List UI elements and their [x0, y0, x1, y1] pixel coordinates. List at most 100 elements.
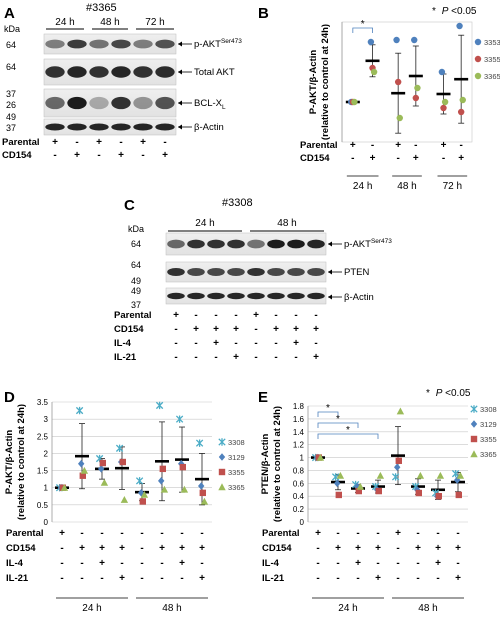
chart-d-sign-0-5: -: [160, 528, 163, 539]
chart-b-sign-1-1: +: [370, 153, 376, 164]
chart-d-sign-0-7: -: [200, 528, 203, 539]
chart-b-sign-0-3: -: [414, 140, 417, 151]
panel-c-band-1-1: [187, 268, 205, 276]
panel-b-sig-p: P: [442, 6, 449, 17]
chart-d-ytick-7: 3.5: [37, 398, 49, 407]
chart-e-sign-1-3: +: [375, 543, 381, 554]
chart-d-ytick-3: 1.5: [37, 467, 49, 476]
chart-e-sign-0-4: +: [395, 528, 401, 539]
chart-e-sign-1-0: -: [316, 543, 319, 554]
chart-d-ytick-6: 3: [44, 415, 49, 424]
chart-e-sign-2-1: -: [336, 558, 339, 569]
chart-e-point-2-2: [355, 487, 362, 495]
chart-e-sign-0-5: -: [416, 528, 419, 539]
chart-b-ylabel2: (relative to control at 24h): [320, 24, 331, 140]
chart-b-plot-frame: [341, 21, 473, 143]
panel-a-mw-4: 49: [6, 112, 16, 122]
chart-e-sign-3-6: -: [436, 573, 439, 584]
panel-a-band-3-2: [89, 123, 109, 131]
panel-c-sign-2-4: -: [254, 338, 257, 349]
chart-e-point-0-4: [391, 473, 400, 481]
panel-c-kda: kDa: [128, 224, 144, 234]
panel-c-sign-0-7: -: [314, 310, 317, 321]
chart-e-ytick-1: 0.2: [293, 505, 305, 514]
chart-b-sign-0-0: +: [350, 140, 356, 151]
chart-e-group-label-0: 24 h: [338, 603, 357, 614]
chart-b-group-label-2: 72 h: [443, 181, 462, 192]
panel-a-kda: kDa: [4, 24, 20, 34]
chart-d-point-1-5: [158, 477, 165, 485]
chart-e-sign-0-7: -: [456, 528, 459, 539]
panel-a-band-label-1: Total AKT: [194, 67, 235, 78]
panel-c-mw-2: 49: [131, 276, 141, 286]
chart-e-sig-bracket-1: [317, 422, 359, 428]
panel-c-blot-strip-1: [165, 261, 327, 283]
panel-c-band-2-3: [227, 292, 245, 300]
chart-e-legend-marker-0: [470, 405, 478, 413]
panel-c-row-label-0: Parental: [114, 310, 152, 321]
chart-b-legend-label-0: 3353: [484, 38, 500, 47]
panel-c-band-0-7: [307, 239, 325, 249]
panel-a-band-0-1: [67, 39, 87, 49]
chart-d-group-label-0: 24 h: [82, 603, 101, 614]
panel-a-band-1-2: [89, 66, 109, 78]
panel-c-time-0: 24 h: [195, 218, 214, 229]
panel-b-sig-star: *: [432, 6, 436, 17]
panel-e-letter: E: [258, 389, 268, 406]
chart-d-sign-2-5: -: [160, 558, 163, 569]
chart-d-point-0-6: [175, 415, 184, 423]
panel-c-mw-4: 37: [131, 300, 141, 310]
chart-d-sign-1-2: +: [99, 543, 105, 554]
chart-e-point-3-4: [396, 407, 405, 415]
chart-d-point-2-5: [159, 465, 166, 473]
panel-c-mw-3: 49: [131, 286, 141, 296]
chart-d-sign-2-7: -: [200, 558, 203, 569]
chart-e-ytick-8: 1.6: [293, 415, 305, 424]
chart-e-ytick-6: 1.2: [293, 441, 305, 450]
chart-d-ylabel2: (relative to control at 24h): [16, 404, 27, 520]
panel-a-band-1-1: [67, 66, 87, 78]
panel-a-row-label-0: Parental: [2, 137, 40, 148]
panel-c-band-1-2: [207, 268, 225, 276]
chart-b-point-2-4: [441, 98, 449, 106]
chart-e-sign-3-7: +: [455, 573, 461, 584]
chart-d-sign-1-5: +: [159, 543, 165, 554]
chart-e-sign-0-6: -: [436, 528, 439, 539]
chart-d-sign-0-0: +: [59, 528, 65, 539]
chart-d-sign-2-2: +: [99, 558, 105, 569]
panel-d-letter: D: [4, 389, 15, 406]
panel-c-band-labels: p-AKTSer473 PTEN β-Actin: [328, 238, 392, 303]
chart-e-point-2-4: [395, 457, 402, 464]
chart-b-point-1-5: [457, 108, 465, 116]
chart-e-sign-3-0: -: [316, 573, 319, 584]
panel-c-sign-3-5: -: [274, 352, 277, 363]
panel-a-band-0-3: [111, 39, 131, 49]
panel-c-mw-1: 64: [131, 260, 141, 270]
chart-e-sign-3-3: +: [375, 573, 381, 584]
chart-d-group-label-1: 48 h: [162, 603, 181, 614]
chart-d-sign-1-6: +: [179, 543, 185, 554]
panel-b-letter: B: [258, 5, 269, 22]
chart-d-point-2-6: [179, 463, 186, 471]
panel-c-sign-3-0: -: [174, 352, 177, 363]
panel-c-sign-1-7: +: [313, 324, 319, 335]
chart-d-point-0-7: [195, 439, 204, 447]
panel-c-sign-2-5: -: [274, 338, 277, 349]
chart-d-point-0-3: [115, 444, 124, 452]
chart-d-sign-1-0: -: [60, 543, 63, 554]
panel-a-band-3-1: [67, 123, 87, 131]
panel-a-cd154-sign-2: -: [97, 150, 100, 161]
chart-d-legend-label-0: 3308: [228, 438, 245, 447]
panel-c-row-label-1: CD154: [114, 324, 144, 335]
chart-d-point-3-1: [80, 466, 89, 474]
chart-d-legend-marker-2: [218, 468, 226, 476]
panel-c-sign-0-2: -: [214, 310, 217, 321]
chart-b-legend-label-2: 3365: [484, 72, 500, 81]
chart-b-point-2-5: [459, 96, 466, 104]
panel-c-timeline: 24 h 48 h: [168, 218, 324, 232]
panel-a-band-0-2: [89, 39, 109, 49]
panel-a-mw-1: 64: [6, 62, 16, 72]
panel-a-band-1-0: [45, 66, 65, 78]
chart-d-sign-0-3: -: [120, 528, 123, 539]
